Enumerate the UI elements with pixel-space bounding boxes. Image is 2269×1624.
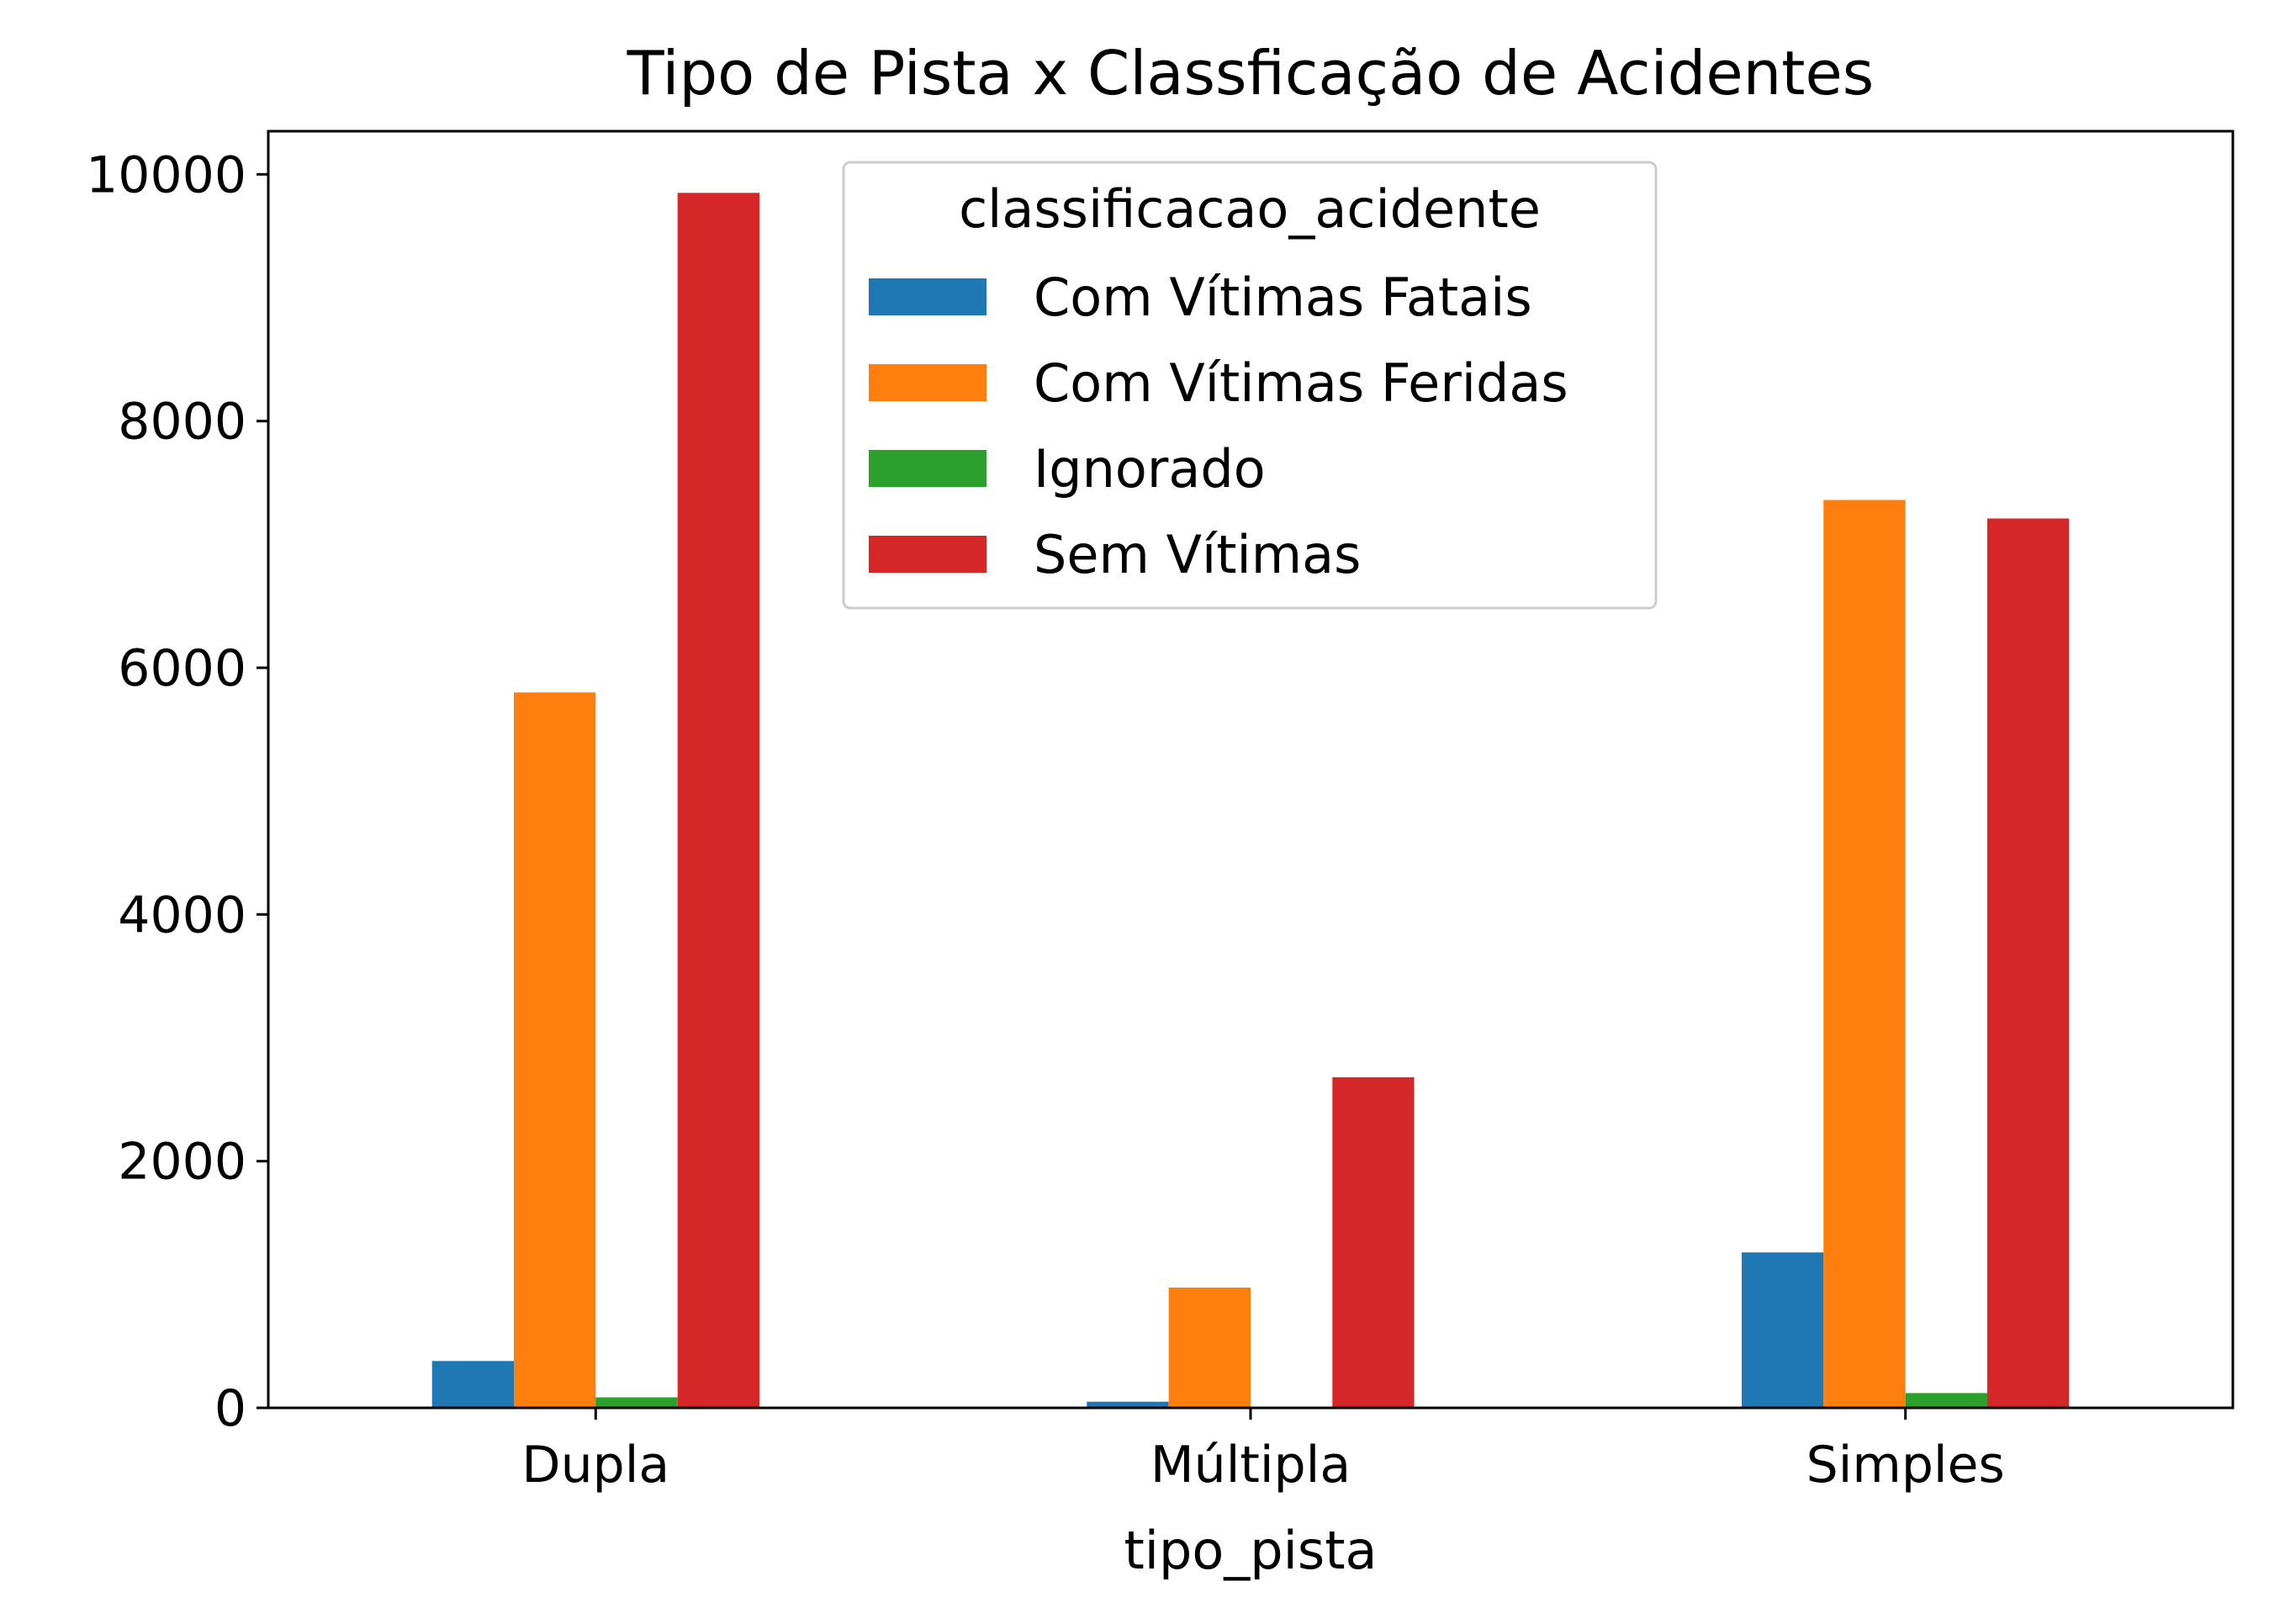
y-axis-ticks: 0 2000 4000 6000 8000 10000 xyxy=(86,145,268,1438)
legend-swatch xyxy=(869,450,986,487)
bar-1-2 xyxy=(1823,500,1906,1408)
x-tick-label: Múltipla xyxy=(1150,1436,1351,1494)
plot-frame xyxy=(267,130,2235,1410)
y-tick-label: 8000 xyxy=(118,393,246,452)
bar-2-2 xyxy=(1905,1393,1987,1408)
legend-items: Com Vítimas Fatais Com Vítimas Feridas Ign… xyxy=(869,267,1568,585)
x-tick-label: Dupla xyxy=(521,1436,669,1494)
legend-swatch xyxy=(869,364,986,401)
bar-0-0 xyxy=(431,1361,514,1408)
legend-swatch xyxy=(869,278,986,315)
bar-1-1 xyxy=(1168,1288,1251,1408)
y-tick-label: 6000 xyxy=(118,639,246,698)
legend-label: Sem Vítimas xyxy=(1034,524,1361,585)
x-tick-label: Simples xyxy=(1806,1436,2005,1494)
bar-2-0 xyxy=(595,1397,678,1408)
bar-3-1 xyxy=(1332,1076,1415,1408)
y-tick-label: 0 xyxy=(214,1379,246,1438)
legend-swatch xyxy=(869,536,986,573)
y-tick-label: 2000 xyxy=(118,1133,246,1192)
bar-1-0 xyxy=(514,692,596,1408)
y-tick-label: 10000 xyxy=(86,145,246,204)
bar-0-2 xyxy=(1742,1252,1824,1408)
x-axis-ticks: Dupla Múltipla Simples xyxy=(521,1408,2005,1494)
x-axis-label: tipo_pista xyxy=(1124,1520,1377,1581)
legend: classificacao_acidente Com Vítimas Fatai… xyxy=(842,161,1658,610)
chart-title: Tipo de Pista x Classficação de Acidente… xyxy=(627,38,1875,108)
legend-title: classificacao_acidente xyxy=(959,178,1541,240)
bar-0-1 xyxy=(1087,1401,1169,1408)
legend-label: Com Vítimas Feridas xyxy=(1034,352,1568,414)
legend-label: Ignorado xyxy=(1034,438,1266,500)
bar-3-0 xyxy=(677,193,759,1408)
y-tick-label: 4000 xyxy=(118,886,246,944)
bars-layer xyxy=(431,193,2070,1408)
legend-label: Com Vítimas Fatais xyxy=(1034,267,1532,328)
legend-frame xyxy=(842,161,1658,610)
bar-3-2 xyxy=(1987,518,2070,1408)
